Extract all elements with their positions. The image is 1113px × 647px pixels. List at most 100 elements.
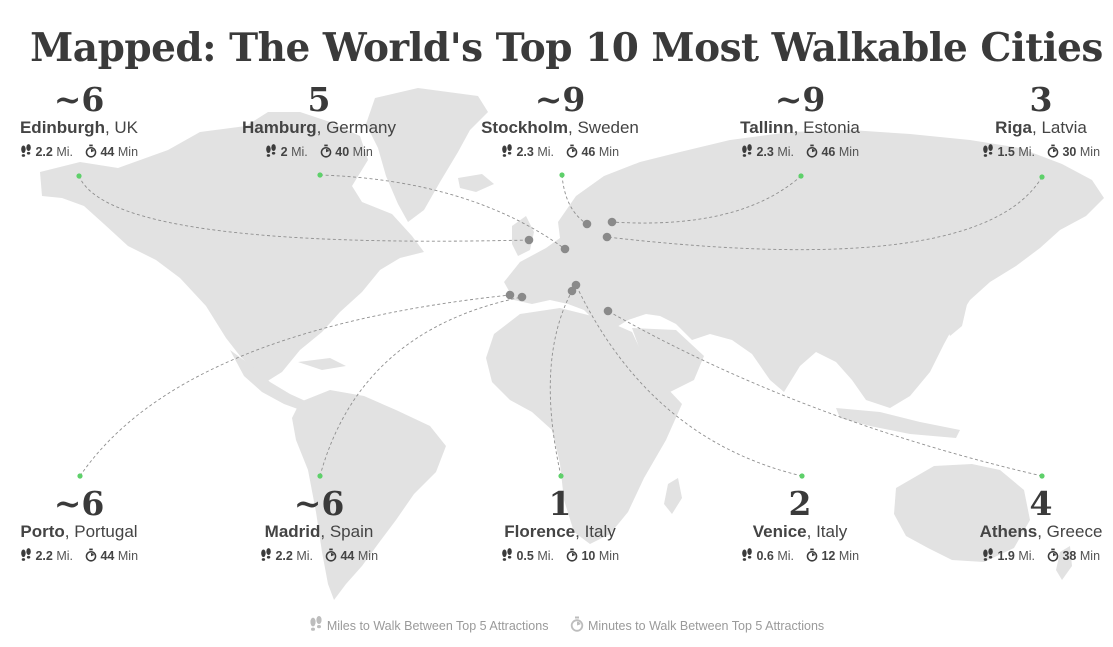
walk-stats: 1.5 Mi. 30 Min <box>941 144 1113 161</box>
map-title: Mapped: The World's Top 10 Most Walkable… <box>30 25 1103 72</box>
rank-value: ~6 <box>53 484 105 523</box>
city-name-line: Edinburgh, UK <box>19 118 139 137</box>
legend: Miles to Walk Between Top 5 Attractions … <box>0 616 1113 635</box>
rank-value: 5 <box>307 80 331 119</box>
miles-value: 0.5 <box>516 549 534 563</box>
north-america-shape <box>40 112 424 382</box>
rank-value: ~6 <box>293 484 345 523</box>
walk-stats: 2 Mi. 40 Min <box>219 144 419 161</box>
marker-hamburg <box>317 172 323 178</box>
rank-value: 3 <box>1029 80 1053 119</box>
minutes-unit: Min <box>352 145 373 159</box>
footprints-icon <box>260 548 272 565</box>
marker-porto <box>77 473 83 479</box>
rank-value: 4 <box>1029 484 1053 523</box>
minutes-unit: Min <box>117 549 139 563</box>
miles-value: 0.6 <box>756 549 774 563</box>
stopwatch-icon <box>1047 144 1059 161</box>
miles-value: 2.2 <box>35 145 53 159</box>
city-label-tallinn: ~9 Tallinn, Estonia 2.3 Mi. 46 Min <box>700 82 900 161</box>
minutes-unit: Min <box>838 549 860 563</box>
miles-value: 2.2 <box>275 549 293 563</box>
marker-athens <box>1039 473 1045 479</box>
country-name: Italy <box>584 522 616 541</box>
connector-lines <box>78 174 1043 477</box>
city-location-dots <box>505 217 617 316</box>
australia-shape <box>894 464 1030 562</box>
footprints-icon <box>501 548 513 565</box>
miles-value: 2 <box>280 145 288 159</box>
rank-value: ~9 <box>534 80 586 119</box>
city-label-riga: 3 Riga, Latvia 1.5 Mi. 30 Min <box>941 82 1113 161</box>
minutes-unit: Min <box>357 549 379 563</box>
minutes-unit: Min <box>1079 549 1101 563</box>
arabia-shape <box>632 328 704 394</box>
minutes-unit: Min <box>838 145 860 159</box>
city-dot-hamburg <box>560 244 570 254</box>
minutes-unit: Min <box>117 145 139 159</box>
rank-value: ~6 <box>53 80 105 119</box>
country-name: Germany <box>326 118 396 137</box>
country-name: Sweden <box>577 118 639 137</box>
miles-value: 2.3 <box>756 145 774 159</box>
connector-line-riga <box>606 176 1043 251</box>
city-name: Venice <box>752 522 807 541</box>
stopwatch-icon <box>85 548 97 565</box>
country-name: Greece <box>1046 522 1103 541</box>
legend-miles-label: Miles to Walk Between Top 5 Attractions <box>326 619 549 633</box>
city-name-line: Venice, Italy <box>752 522 848 541</box>
miles-value: 2.3 <box>516 145 534 159</box>
city-label-athens: 4 Athens, Greece 1.9 Mi. 38 Min <box>941 486 1113 565</box>
miles-unit: Mi. <box>537 145 554 159</box>
africa-shape <box>486 308 682 544</box>
city-name-line: Stockholm, Sweden <box>481 118 639 137</box>
city-name: Stockholm <box>481 118 568 137</box>
legend-miles: Miles to Walk Between Top 5 Attractions <box>309 616 549 635</box>
city-name-line: Athens, Greece <box>979 522 1103 541</box>
marker-stockholm <box>559 172 565 178</box>
connector-line-athens <box>607 310 1043 477</box>
country-name: Estonia <box>803 118 860 137</box>
country-name: Italy <box>816 522 848 541</box>
city-name: Tallinn <box>740 118 794 137</box>
miles-unit: Mi. <box>296 549 313 563</box>
miles-unit: Mi. <box>537 549 554 563</box>
minutes-value: 40 <box>335 145 350 159</box>
city-dot-edinburgh <box>524 235 534 245</box>
connector-line-madrid <box>319 296 523 477</box>
minutes-value: 38 <box>1062 549 1077 563</box>
stopwatch-icon <box>85 144 97 161</box>
city-name-line: Florence, Italy <box>504 522 616 541</box>
footprints-icon <box>20 144 32 161</box>
city-label-madrid: ~6 Madrid, Spain 2.2 Mi. 44 Min <box>219 486 419 565</box>
city-label-hamburg: 5 Hamburg, Germany 2 Mi. 40 Min <box>219 82 419 161</box>
stopwatch-icon <box>570 616 584 635</box>
eurasia-shape <box>504 130 1104 408</box>
footprints-icon <box>309 616 323 635</box>
city-name-line: Madrid, Spain <box>264 522 374 541</box>
miles-unit: Mi. <box>56 145 73 159</box>
marker-venice <box>799 473 805 479</box>
city-dot-porto <box>505 290 515 300</box>
miles-unit: Mi. <box>291 145 308 159</box>
miles-unit: Mi. <box>1018 549 1035 563</box>
legend-minutes-label: Minutes to Walk Between Top 5 Attraction… <box>587 619 825 633</box>
minutes-value: 44 <box>100 145 115 159</box>
connector-line-florence <box>549 290 573 477</box>
marker-madrid <box>317 473 323 479</box>
rank-value: 2 <box>788 484 812 523</box>
country-name: Spain <box>329 522 374 541</box>
country-name: UK <box>114 118 139 137</box>
minutes-value: 30 <box>1062 145 1077 159</box>
connector-line-venice <box>575 284 803 477</box>
stopwatch-icon <box>566 548 578 565</box>
minutes-unit: Min <box>1079 145 1101 159</box>
connector-line-porto <box>79 294 511 477</box>
rank-value: 1 <box>548 484 572 523</box>
marker-tallinn <box>798 173 804 179</box>
city-dot-venice <box>571 280 581 290</box>
walk-stats: 0.5 Mi. 10 Min <box>460 548 660 565</box>
city-name: Florence <box>504 522 576 541</box>
city-name: Porto <box>20 522 65 541</box>
